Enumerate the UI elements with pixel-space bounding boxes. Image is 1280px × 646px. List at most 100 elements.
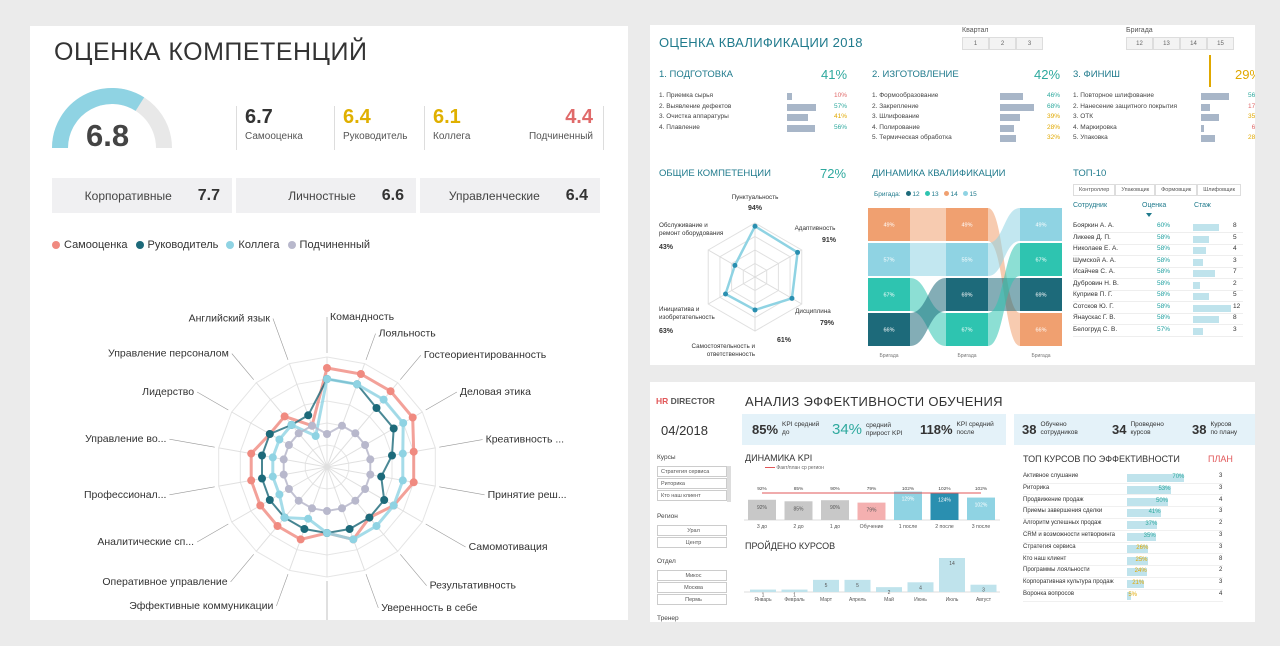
table-row[interactable]: Стратегия сервиса 26% 3 xyxy=(1023,544,1223,555)
radar-point[interactable] xyxy=(789,295,795,301)
flow-block[interactable] xyxy=(868,278,910,311)
category-personal[interactable]: Личностные 6.6 xyxy=(236,178,416,213)
radar-point[interactable] xyxy=(279,455,288,464)
category-corporate[interactable]: Корпоративные 7.7 xyxy=(52,178,232,213)
filter-option[interactable]: Центр xyxy=(657,537,727,548)
month-bar[interactable] xyxy=(750,589,776,592)
radar-point[interactable] xyxy=(258,474,266,483)
radar-point[interactable] xyxy=(300,525,309,533)
table-row[interactable]: Шумской А. А. 58% 3 xyxy=(1073,257,1243,268)
radar-point[interactable] xyxy=(732,262,738,268)
col-score[interactable]: Оценка xyxy=(1142,202,1167,209)
radar-point[interactable] xyxy=(353,380,362,389)
radar-point[interactable] xyxy=(365,513,374,522)
radar-point[interactable] xyxy=(386,387,395,396)
radar-point[interactable] xyxy=(308,421,316,430)
table-row[interactable]: Риторика 53% 3 xyxy=(1023,485,1223,496)
quarter-option[interactable]: 1 xyxy=(962,37,989,50)
radar-point[interactable] xyxy=(284,485,293,493)
filter-option[interactable]: Микос xyxy=(657,570,727,581)
table-row[interactable]: Янаускас Г. В. 58% 8 xyxy=(1073,314,1243,325)
radar-point[interactable] xyxy=(279,470,288,479)
flow-block[interactable] xyxy=(868,313,910,346)
radar-point[interactable] xyxy=(349,535,358,544)
brigade-option[interactable]: 15 xyxy=(1207,37,1234,50)
filter-option[interactable]: Пермь xyxy=(657,594,727,605)
radar-point[interactable] xyxy=(247,476,256,485)
month-bar[interactable] xyxy=(813,579,839,592)
filter-option[interactable]: Риторика xyxy=(657,478,727,489)
month-bar[interactable] xyxy=(970,584,997,592)
radar-point[interactable] xyxy=(265,430,274,438)
radar-point[interactable] xyxy=(398,449,407,458)
radar-point[interactable] xyxy=(372,404,381,412)
sort-arrow-icon[interactable] xyxy=(1146,213,1152,217)
radar-point[interactable] xyxy=(377,472,386,481)
brigade-option[interactable]: 12 xyxy=(1126,37,1153,50)
month-bar[interactable] xyxy=(844,579,871,592)
role-tab[interactable]: Упаковщик xyxy=(1115,184,1156,196)
radar-point[interactable] xyxy=(361,441,370,449)
legend-item[interactable]: Самооценка xyxy=(52,239,128,251)
radar-point[interactable] xyxy=(304,411,313,420)
kpi-bar[interactable] xyxy=(784,501,813,520)
radar-point[interactable] xyxy=(311,432,320,440)
radar-point[interactable] xyxy=(284,441,293,449)
role-tab[interactable]: Формовщик xyxy=(1155,184,1198,196)
month-bar[interactable] xyxy=(781,589,808,592)
radar-point[interactable] xyxy=(752,223,758,229)
brigade-option[interactable]: 14 xyxy=(1180,37,1207,50)
radar-point[interactable] xyxy=(338,421,346,430)
radar-point[interactable] xyxy=(273,522,282,530)
flow-block[interactable] xyxy=(946,278,988,311)
quarter-option[interactable]: 2 xyxy=(989,37,1016,50)
table-row[interactable]: Белогруд С. В. 57% 3 xyxy=(1073,326,1243,337)
radar-point[interactable] xyxy=(280,513,289,522)
radar-point[interactable] xyxy=(294,429,303,438)
radar-point[interactable] xyxy=(275,490,284,499)
table-row[interactable]: Бояркин А. А. 60% 8 xyxy=(1073,222,1243,233)
table-row[interactable]: CRM и возможности нетворкинга 35% 3 xyxy=(1023,532,1223,543)
table-row[interactable]: Николаев Е. А. 58% 4 xyxy=(1073,245,1243,256)
month-bar[interactable] xyxy=(939,558,965,592)
radar-point[interactable] xyxy=(265,496,274,504)
radar-point[interactable] xyxy=(408,413,417,422)
filter-option[interactable]: Стратегия сервиса xyxy=(657,466,727,477)
table-row[interactable]: Исайчев С. А. 58% 7 xyxy=(1073,268,1243,279)
kpi-bar[interactable] xyxy=(967,497,995,520)
radar-point[interactable] xyxy=(409,447,418,456)
legend-item[interactable]: Руководитель xyxy=(135,239,218,251)
radar-point[interactable] xyxy=(345,525,354,533)
table-row[interactable]: Кто наш клиент 25% 8 xyxy=(1023,556,1223,567)
filter-scrollbar[interactable] xyxy=(727,466,731,502)
table-row[interactable]: Ликеев Д. П. 58% 5 xyxy=(1073,234,1243,245)
radar-point[interactable] xyxy=(258,451,266,460)
radar-point[interactable] xyxy=(256,501,265,510)
table-row[interactable]: Воронка вопросов 5% 4 xyxy=(1023,591,1223,602)
radar-point[interactable] xyxy=(752,307,758,313)
flow-block[interactable] xyxy=(868,243,910,276)
radar-point[interactable] xyxy=(372,522,381,530)
radar-point[interactable] xyxy=(356,370,365,378)
table-row[interactable]: Приемы завершения сделки 41% 3 xyxy=(1023,508,1223,519)
radar-point[interactable] xyxy=(389,501,398,510)
legend-item[interactable]: 12 xyxy=(905,191,920,198)
radar-point[interactable] xyxy=(308,504,316,513)
flow-block[interactable] xyxy=(1020,313,1062,346)
radar-point[interactable] xyxy=(323,430,331,438)
radar-point[interactable] xyxy=(268,472,277,481)
radar-point[interactable] xyxy=(389,424,398,433)
table-row[interactable]: Сотсков Ю. Г. 58% 12 xyxy=(1073,303,1243,314)
quarter-option[interactable]: 3 xyxy=(1016,37,1043,50)
radar-point[interactable] xyxy=(409,478,418,487)
radar-point[interactable] xyxy=(795,249,801,255)
radar-point[interactable] xyxy=(380,496,389,504)
flow-block[interactable] xyxy=(868,208,910,241)
radar-point[interactable] xyxy=(351,429,360,438)
radar-point[interactable] xyxy=(723,291,729,297)
legend-item[interactable]: 14 xyxy=(943,191,958,198)
kpi-bar[interactable] xyxy=(857,502,886,520)
radar-point[interactable] xyxy=(388,451,396,460)
radar-point[interactable] xyxy=(294,496,303,505)
table-row[interactable]: Продвижение продаж 50% 4 xyxy=(1023,497,1223,508)
